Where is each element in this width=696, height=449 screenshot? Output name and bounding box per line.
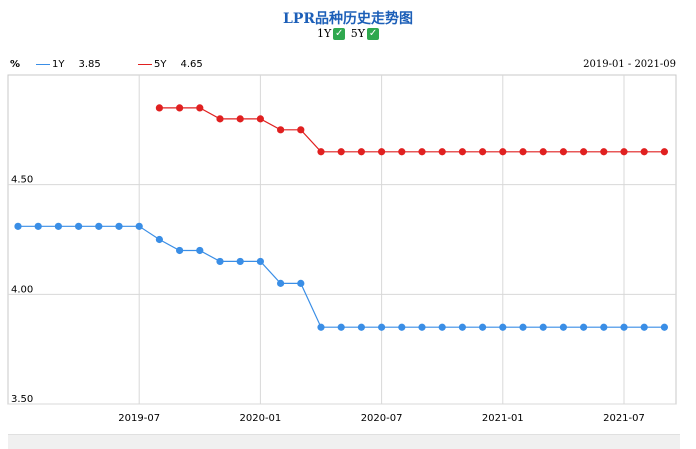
data-point-5y: [256, 115, 264, 123]
data-point-1y: [458, 323, 466, 331]
data-point-1y: [640, 323, 648, 331]
data-point-5y: [337, 148, 345, 156]
legend-line-icon: [138, 64, 152, 65]
legend-row: % 1Y 3.85 5Y 4.65 2019-01 - 2021-09: [0, 59, 696, 73]
data-point-1y: [115, 222, 123, 230]
x-tick-label: 2020-01: [240, 413, 282, 424]
data-point-1y: [236, 257, 244, 266]
data-point-1y: [580, 323, 588, 331]
data-point-1y: [660, 323, 669, 331]
data-point-1y: [176, 246, 184, 255]
legend-item-1y: 1Y 3.85: [36, 59, 101, 70]
data-point-5y: [438, 148, 446, 156]
data-point-1y: [418, 323, 426, 331]
data-point-5y: [155, 104, 163, 112]
legend-value: 4.65: [180, 59, 203, 70]
data-point-5y: [277, 126, 285, 134]
data-point-5y: [398, 148, 406, 156]
y-unit-label: %: [10, 59, 21, 70]
data-point-5y: [660, 148, 669, 156]
data-point-1y: [620, 323, 628, 331]
data-point-1y: [438, 323, 446, 331]
toggle-1y[interactable]: 1Y ✓: [316, 27, 346, 40]
y-tick-label: 3.50: [11, 394, 33, 405]
x-tick-label: 2021-07: [603, 413, 645, 424]
data-point-1y: [95, 222, 103, 230]
data-point-1y: [398, 323, 406, 331]
y-tick-label: 4.00: [11, 284, 33, 295]
data-point-5y: [418, 148, 426, 156]
toggle-1y-label: 1Y: [316, 27, 332, 40]
toggle-5y-label: 5Y: [350, 27, 366, 40]
date-range: 2019-01 - 2021-09: [583, 59, 676, 70]
data-point-1y: [479, 323, 487, 331]
legend-value: 3.85: [78, 59, 101, 70]
data-point-1y: [155, 235, 163, 244]
data-point-1y: [14, 222, 22, 230]
legend-item-5y: 5Y 4.65: [138, 59, 203, 70]
data-point-5y: [519, 148, 527, 156]
data-point-1y: [196, 246, 204, 255]
y-tick-label: 4.50: [11, 175, 33, 186]
data-point-5y: [297, 126, 305, 134]
data-point-1y: [297, 279, 305, 287]
x-tick-label: 2020-07: [361, 413, 403, 424]
data-point-1y: [135, 222, 143, 230]
data-point-1y: [54, 222, 63, 230]
chart-title: LPR品种历史走势图: [282, 11, 413, 27]
data-point-1y: [75, 222, 83, 230]
series-toggles: 1Y ✓ 5Y ✓: [0, 27, 696, 40]
data-point-1y: [519, 323, 527, 331]
data-point-5y: [378, 148, 386, 156]
data-point-5y: [539, 148, 547, 156]
legend-name: 5Y: [154, 59, 167, 70]
data-point-5y: [236, 115, 244, 123]
data-point-1y: [378, 323, 386, 331]
series-line-5y: [159, 107, 665, 153]
data-point-1y: [600, 323, 608, 331]
data-point-5y: [357, 148, 365, 156]
data-point-5y: [640, 148, 648, 156]
data-point-5y: [216, 115, 224, 123]
data-point-5y: [620, 148, 628, 156]
data-point-1y: [277, 279, 285, 287]
legend-name: 1Y: [52, 59, 65, 70]
data-point-1y: [216, 257, 224, 266]
data-point-5y: [196, 104, 204, 112]
data-point-1y: [256, 257, 264, 266]
data-point-1y: [317, 323, 325, 331]
data-point-1y: [499, 323, 507, 331]
toggle-5y[interactable]: 5Y ✓: [350, 27, 380, 40]
data-point-1y: [357, 323, 365, 331]
x-tick-label: 2021-01: [482, 413, 524, 424]
data-point-5y: [559, 148, 568, 156]
x-tick-label: 2019-07: [118, 413, 160, 424]
data-point-5y: [479, 148, 487, 156]
data-point-1y: [559, 323, 568, 331]
scroll-bar[interactable]: [8, 434, 680, 449]
data-point-1y: [34, 222, 42, 230]
data-point-1y: [539, 323, 547, 331]
legend-line-icon: [36, 64, 50, 65]
data-point-5y: [499, 148, 507, 156]
data-point-5y: [580, 148, 588, 156]
checkbox-checked-icon[interactable]: ✓: [367, 27, 380, 40]
data-point-5y: [176, 104, 184, 112]
series-line-1y: [18, 225, 665, 328]
checkbox-checked-icon[interactable]: ✓: [333, 27, 346, 40]
data-point-5y: [317, 148, 325, 156]
data-point-5y: [600, 148, 608, 156]
data-point-1y: [337, 323, 345, 331]
plot-frame: [7, 74, 677, 405]
data-point-5y: [458, 148, 466, 156]
